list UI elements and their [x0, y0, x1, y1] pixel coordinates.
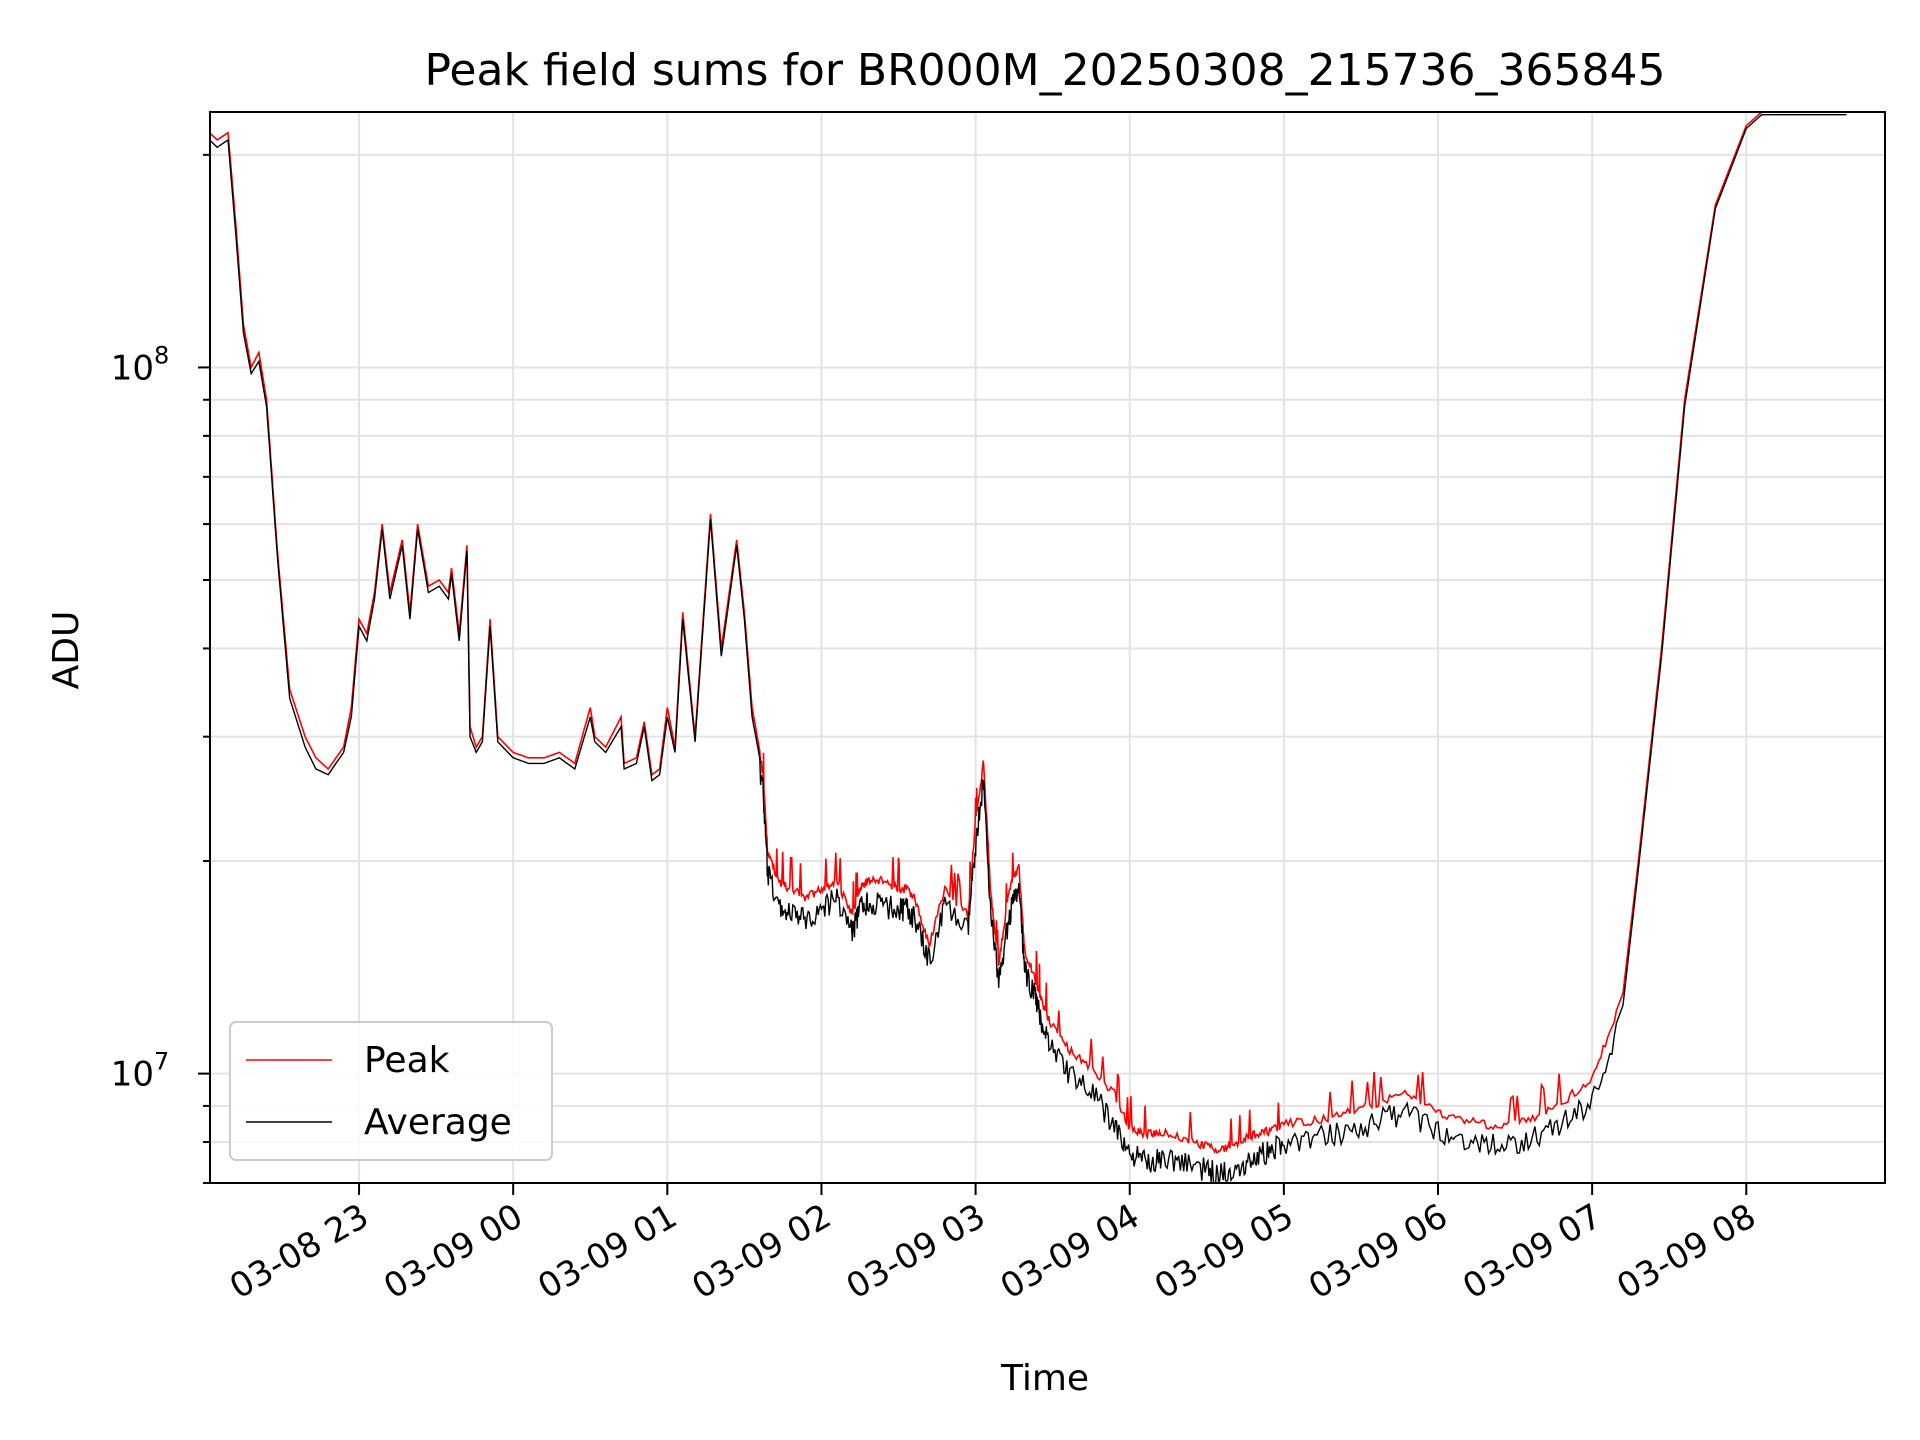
series-layer: [210, 112, 1847, 1183]
series-line-peak: [210, 112, 1847, 1154]
x-tick-label: 03-09 05: [1148, 1196, 1300, 1307]
y-tick-label: 108: [111, 341, 170, 388]
x-tick-label: 03-09 08: [1610, 1196, 1762, 1307]
y-axis-label: ADU: [46, 611, 87, 690]
series-line-average: [210, 113, 1847, 1183]
y-axis: 107 108: [111, 153, 210, 1184]
legend: Peak Average: [229, 1021, 553, 1161]
x-tick-label: 03-09 02: [686, 1196, 838, 1307]
legend-box: [229, 1021, 553, 1161]
x-tick-label: 03-09 03: [840, 1196, 992, 1307]
legend-label-peak: Peak: [364, 1040, 450, 1081]
x-tick-label: 03-09 06: [1302, 1196, 1454, 1307]
x-tick-label: 03-09 01: [531, 1196, 683, 1307]
x-axis: 03-08 23 03-09 00 03-09 01 03-09 02 03-09 03…: [223, 1183, 1763, 1307]
legend-label-average: Average: [364, 1102, 512, 1143]
x-axis-label: Time: [1000, 1358, 1089, 1399]
x-tick-label: 03-09 07: [1456, 1196, 1608, 1307]
x-tick-label: 03-09 04: [994, 1196, 1146, 1307]
x-tick-label: 03-08 23: [223, 1196, 375, 1307]
x-tick-label: 03-09 00: [377, 1196, 529, 1307]
chart-title: Peak field sums for BR000M_20250308_2157…: [424, 45, 1665, 96]
y-tick-label: 107: [111, 1048, 170, 1095]
